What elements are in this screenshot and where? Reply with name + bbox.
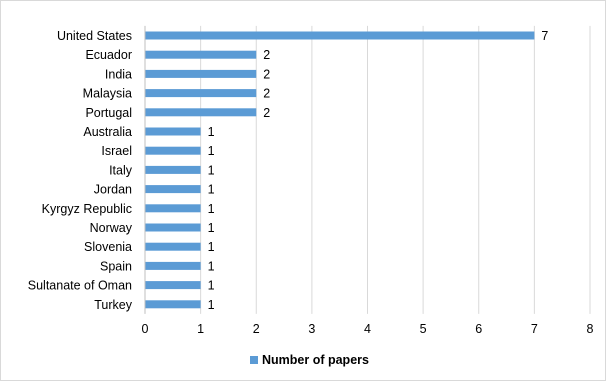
data-label: 1 [208,298,215,312]
category-label: Spain [100,259,132,273]
x-tick-label: 5 [420,322,427,336]
category-label: Norway [90,221,133,235]
bar [145,242,201,251]
x-tick-label: 6 [475,322,482,336]
grid-lines [200,25,591,314]
legend-swatch [250,356,258,364]
data-label: 7 [541,29,548,43]
data-label: 2 [263,106,270,120]
category-label: India [105,67,132,81]
category-label: Australia [83,125,132,139]
category-labels: United States Ecuador India Malaysia Portuga… [28,29,133,312]
bar [145,185,201,194]
category-label: Kyrgyz Republic [42,202,132,216]
x-tick-label: 8 [587,322,594,336]
bars [145,31,535,309]
legend-label: Number of papers [262,353,369,367]
x-tick-labels: 0 1 2 3 4 5 6 7 8 [142,322,594,336]
bar [145,223,201,232]
bar [145,108,257,117]
data-label: 1 [208,183,215,197]
category-label: Italy [109,163,133,177]
bar [145,281,201,290]
x-tick-label: 0 [142,322,149,336]
category-label: Turkey [94,298,132,312]
bar [145,146,201,155]
bar [145,50,257,59]
x-tick-label: 1 [197,322,204,336]
x-tick-label: 4 [364,322,371,336]
x-tick-label: 3 [308,322,315,336]
category-label: Portugal [85,106,132,120]
category-label: Malaysia [83,87,132,101]
bar [145,89,257,98]
bar [145,127,201,136]
category-label: Ecuador [85,48,132,62]
data-label: 1 [208,202,215,216]
bar [145,300,201,309]
x-tick-label: 2 [253,322,260,336]
data-label: 1 [208,144,215,158]
bar [145,31,535,40]
data-label: 1 [208,163,215,177]
data-label: 1 [208,259,215,273]
data-label: 2 [263,67,270,81]
bar [145,165,201,174]
bar [145,69,257,78]
legend: Number of papers [250,353,369,367]
data-label: 1 [208,125,215,139]
category-label: Israel [101,144,132,158]
data-label: 2 [263,87,270,101]
data-label: 2 [263,48,270,62]
data-label: 1 [208,279,215,293]
category-label: Jordan [94,183,132,197]
category-label: Slovenia [84,240,132,254]
bar [145,261,201,270]
data-label: 1 [208,240,215,254]
category-label: Sultanate of Oman [28,279,132,293]
data-label: 1 [208,221,215,235]
data-labels: 7 2 2 2 2 1 1 1 1 1 1 1 1 1 1 [208,29,549,312]
category-label: United States [57,29,132,43]
bar [145,204,201,213]
x-tick-label: 7 [531,322,538,336]
